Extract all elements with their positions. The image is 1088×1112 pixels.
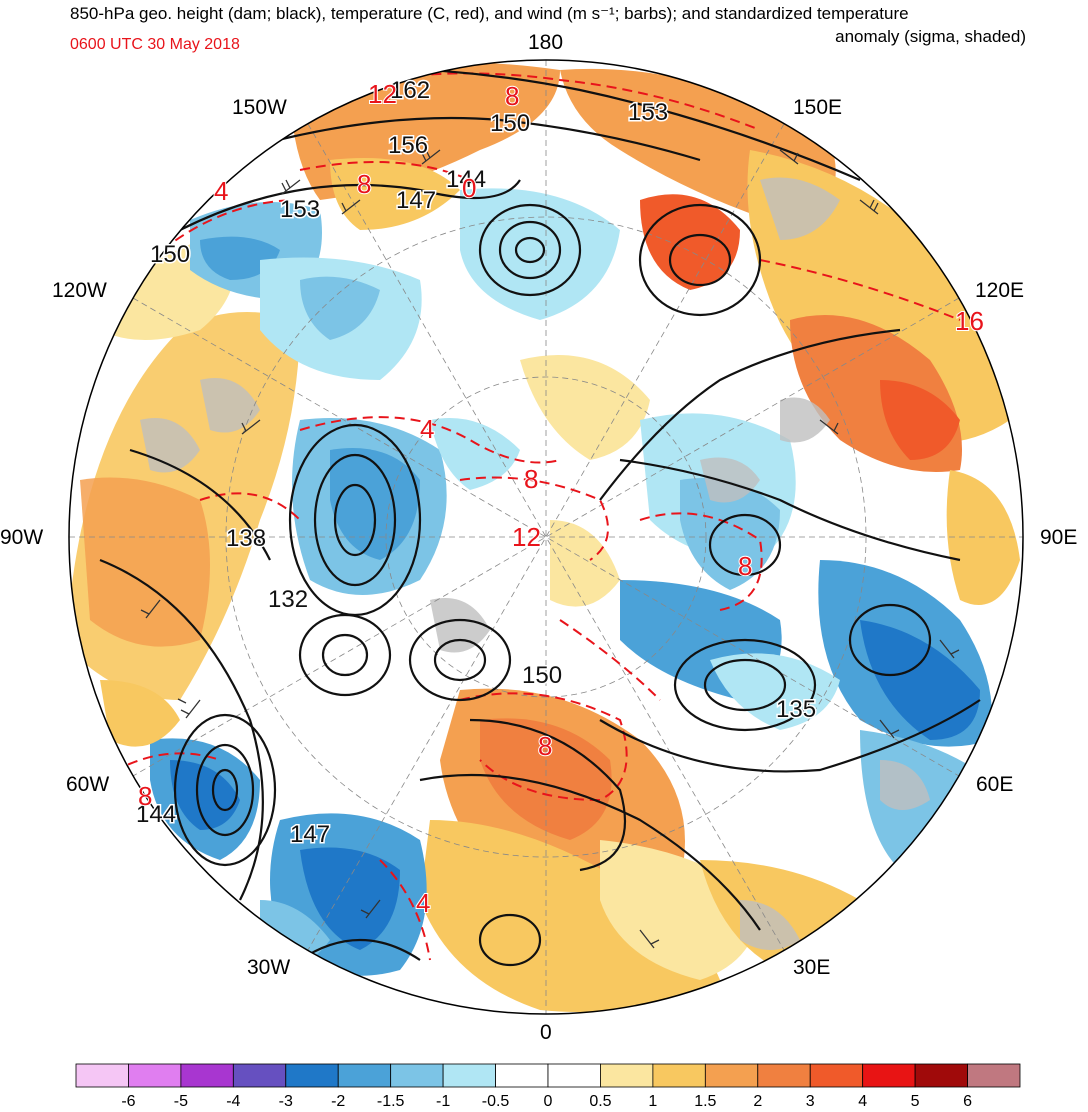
colorbar-swatch — [600, 1063, 654, 1088]
longitude-label-150w: 150W — [232, 96, 287, 119]
height-label: 156 — [388, 132, 428, 159]
temperature-label: 8 — [538, 731, 552, 761]
temperature-label: 16 — [955, 306, 984, 336]
colorbar-tick-label: 2 — [753, 1093, 763, 1110]
valid-time-label: 0600 UTC 30 May 2018 — [70, 36, 240, 53]
longitude-label-120e: 120E — [975, 279, 1025, 302]
height-label: 147 — [290, 821, 330, 848]
temperature-label: 12 — [368, 79, 397, 109]
temperature-label: 4 — [416, 888, 430, 918]
map-title-continued: anomaly (sigma, shaded) — [835, 27, 1026, 46]
colorbar-tick-label: 5 — [910, 1093, 920, 1110]
height-label: 153 — [628, 99, 668, 126]
colorbar-swatch — [442, 1063, 496, 1088]
height-label: 144 — [136, 801, 176, 828]
longitude-label-0: 0 — [540, 1021, 552, 1044]
colorbar-swatch — [390, 1063, 444, 1088]
height-label: 150 — [522, 662, 562, 689]
temperature-label: 4 — [214, 176, 228, 206]
temperature-label: 0 — [462, 173, 476, 203]
longitude-label-180: 180 — [528, 31, 564, 54]
colorbar-tick-label: 0.5 — [589, 1093, 612, 1110]
height-contours — [99, 66, 981, 967]
colorbar-swatch — [495, 1063, 549, 1088]
longitude-label-150e: 150E — [793, 96, 843, 119]
colorbar-tick-label: 4 — [858, 1093, 868, 1110]
colorbar-swatch — [967, 1063, 1021, 1088]
colorbar — [75, 1063, 1021, 1088]
temperature-label: 8 — [357, 169, 371, 199]
map-boundary — [68, 59, 1024, 1015]
colorbar-tick-label: -1 — [435, 1093, 451, 1110]
colorbar-swatch — [757, 1063, 811, 1088]
height-label: 150 — [490, 110, 530, 137]
colorbar-swatch — [232, 1063, 287, 1088]
colorbar-tick-label: -6 — [121, 1093, 136, 1110]
height-label: 147 — [396, 187, 436, 214]
colorbar-swatch — [180, 1063, 234, 1088]
colorbar-swatch — [862, 1063, 916, 1088]
temperature-label: 12 — [512, 522, 541, 552]
longitude-label-120w: 120W — [52, 279, 107, 302]
colorbar-tick-label: -4 — [226, 1093, 241, 1110]
height-label: 135 — [776, 696, 816, 723]
temperature-label: 8 — [738, 551, 752, 581]
height-label: 132 — [268, 586, 308, 613]
colorbar-swatch — [652, 1063, 706, 1088]
colorbar-tick-label: -1.5 — [376, 1093, 405, 1110]
colorbar-tick-label: -0.5 — [481, 1093, 510, 1110]
longitude-label-30e: 30E — [793, 956, 831, 979]
temperature-label: 8 — [505, 81, 519, 111]
colorbar-swatch — [704, 1063, 759, 1088]
colorbar-tick-label: -5 — [173, 1093, 188, 1110]
colorbar-swatch — [285, 1063, 339, 1088]
colorbar-swatch — [128, 1063, 182, 1088]
height-labels: 162 156 153 150 147 144 153 150 138 132 … — [135, 76, 818, 850]
colorbar-swatch — [809, 1063, 864, 1088]
anomaly-shading — [69, 60, 1023, 1014]
colorbar-swatch — [914, 1063, 968, 1088]
colorbar-tick-label: -2 — [331, 1093, 346, 1110]
temperature-label: 8 — [524, 464, 538, 494]
colorbar-swatch — [337, 1063, 392, 1088]
height-label: 138 — [226, 525, 266, 552]
height-label: 162 — [390, 77, 430, 104]
colorbar-tick-label: 1 — [648, 1093, 658, 1110]
colorbar-tick-label: 0 — [543, 1093, 553, 1110]
height-label: 144 — [446, 166, 486, 193]
colorbar-swatch — [75, 1063, 129, 1088]
colorbar-tick-label: 3 — [805, 1093, 815, 1110]
temperature-label: 8 — [138, 781, 152, 811]
map-title: 850-hPa geo. height (dam; black), temper… — [70, 4, 909, 23]
temperature-labels: 12 8 4 8 0 4 8 12 16 8 8 8 4 — [137, 78, 985, 919]
longitude-label-90w: 90W — [0, 526, 44, 549]
height-label: 153 — [280, 196, 320, 223]
longitude-label-90e: 90E — [1040, 526, 1078, 549]
graticule — [69, 60, 1023, 1014]
height-label: 150 — [150, 241, 190, 268]
colorbar-tick-label: 6 — [963, 1093, 972, 1110]
longitude-label-60w: 60W — [66, 773, 110, 796]
temperature-label: 4 — [420, 414, 434, 444]
colorbar-swatch — [547, 1063, 601, 1088]
colorbar-tick-label: 1.5 — [694, 1093, 717, 1110]
longitude-label-60e: 60E — [976, 773, 1014, 796]
longitude-label-30w: 30W — [247, 956, 291, 979]
colorbar-tick-label: -3 — [278, 1093, 293, 1110]
wind-barbs — [140, 149, 960, 949]
